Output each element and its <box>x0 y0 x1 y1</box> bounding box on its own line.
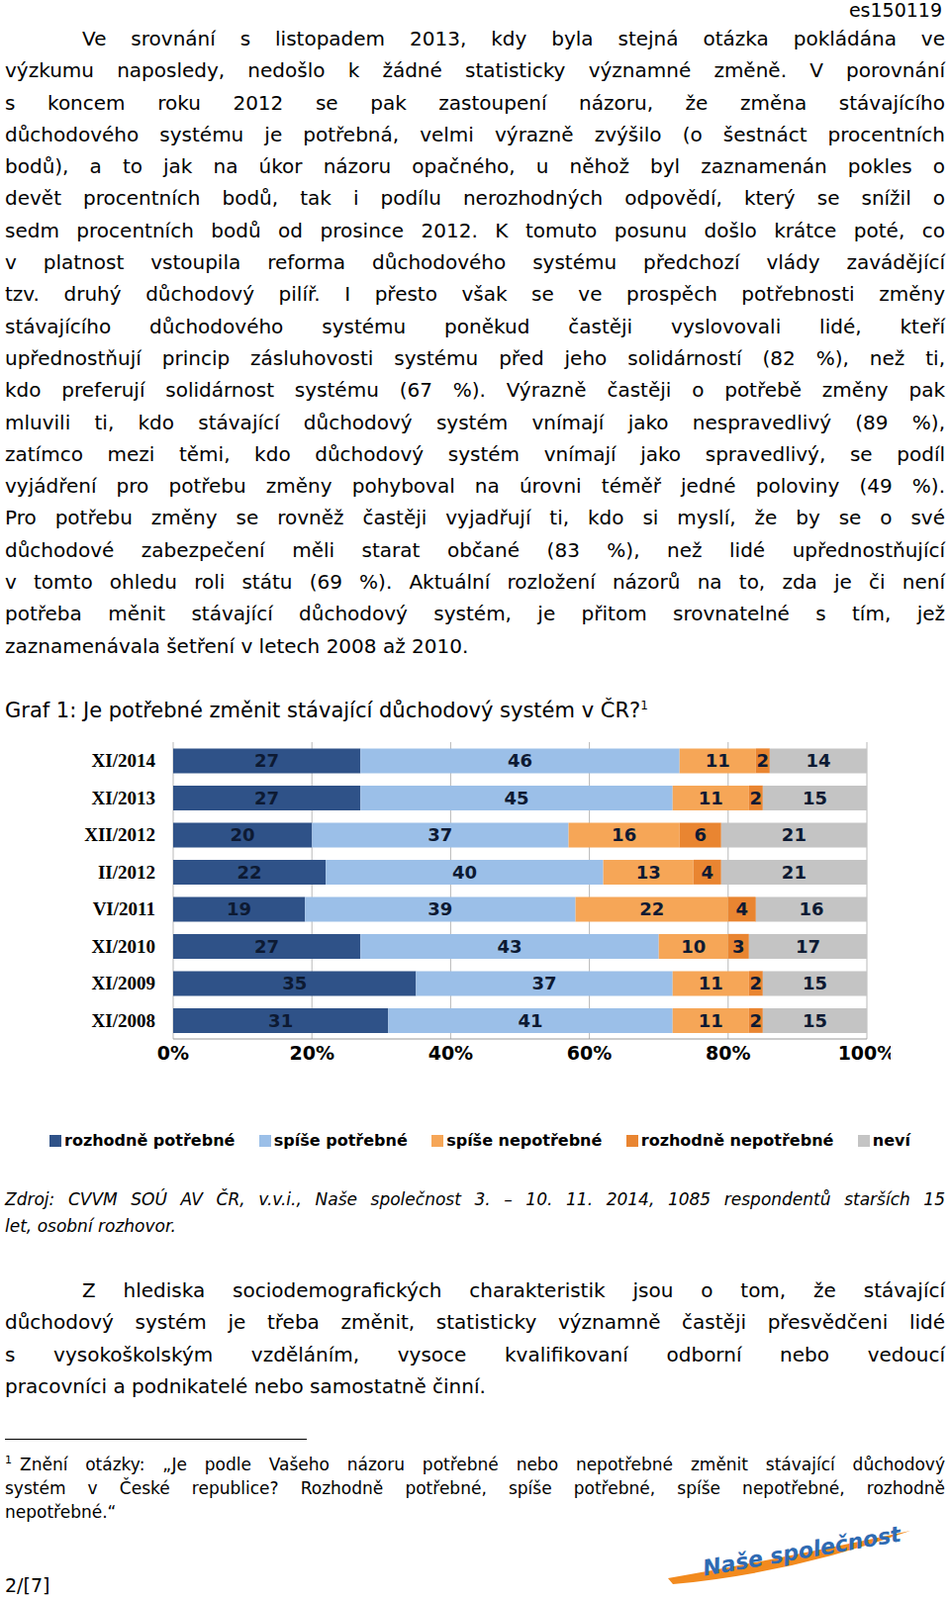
svg-text:0%: 0% <box>157 1042 190 1064</box>
html-text:Z hlediska sociodemografických: Z hlediska sociodemografických charakter… <box>82 1278 946 1303</box>
svg-text:13: 13 <box>636 861 662 883</box>
html-text:výzkumu naposledy, nedošlo k ž: výzkumu naposledy, nedošlo k žádné stati… <box>4 58 946 83</box>
html-text:potřeba měnit stávající důchod: potřeba měnit stávající důchodový systém… <box>4 601 946 626</box>
svg-text:46: 46 <box>507 750 533 771</box>
html-text:Ve srovnání s listopadem 2013,: Ve srovnání s listopadem 2013, kdy byla … <box>82 26 946 51</box>
html-text:s vysokoškolským vzděláním, vy: s vysokoškolským vzděláním, vysoce kvali… <box>4 1342 946 1367</box>
svg-text:35: 35 <box>282 972 307 994</box>
svg-text:Naše společnost: Naše společnost <box>700 1520 905 1581</box>
svg-text:2: 2 <box>757 750 770 771</box>
svg-text:11: 11 <box>698 787 724 809</box>
svg-text:43: 43 <box>496 936 522 957</box>
html-text:rozhodně nepotřebné: rozhodně nepotřebné <box>641 1131 834 1150</box>
svg-text:XI/2008: XI/2008 <box>92 1010 156 1032</box>
svg-text:20%: 20% <box>288 1042 334 1064</box>
svg-text:4: 4 <box>736 898 750 920</box>
html-text:1 Znění otázky: „Je podle Vaše: 1 Znění otázky: „Je podle Vašeho názoru … <box>4 1453 946 1475</box>
html-text:vyjádření pro potřebu změny po: vyjádření pro potřebu změny pohyboval na… <box>4 474 946 498</box>
svg-text:27: 27 <box>254 787 280 809</box>
svg-text:27: 27 <box>254 936 280 957</box>
html-text:důchodové zabezpečení měli sta: důchodové zabezpečení měli starat občané… <box>4 538 946 562</box>
svg-text:XI/2009: XI/2009 <box>92 972 156 994</box>
html-text:zatímco mezi těmi, kdo důchodo: zatímco mezi těmi, kdo důchodový systém … <box>4 442 946 466</box>
svg-text:37: 37 <box>427 824 453 846</box>
svg-text:2: 2 <box>750 1010 763 1032</box>
svg-text:20: 20 <box>230 824 256 846</box>
html-text:Graf 1: Je potřebné změnit stá: Graf 1: Je potřebné změnit stávající důc… <box>4 698 648 723</box>
html-text:devět procentních bodů, tak i: devět procentních bodů, tak i podílu ner… <box>4 186 946 211</box>
html-text:důchodového systému je potřebn: důchodového systému je potřebná, velmi v… <box>4 122 946 147</box>
svg-text:40: 40 <box>452 861 477 883</box>
html-text:zaznamenávala šetření v letech: zaznamenávala šetření v letech 2008 až 2… <box>4 633 469 658</box>
svg-text:21: 21 <box>781 861 807 883</box>
svg-text:11: 11 <box>705 750 731 771</box>
svg-text:16: 16 <box>798 898 824 920</box>
html-text:rozhodně potřebné: rozhodně potřebné <box>64 1131 235 1150</box>
html-text:důchodový systém je třeba změn: důchodový systém je třeba změnit, statis… <box>4 1310 946 1335</box>
svg-text:100%: 100% <box>838 1042 891 1064</box>
svg-text:3: 3 <box>732 936 746 957</box>
html-text:let, osobní rozhovor.: let, osobní rozhovor. <box>4 1216 176 1236</box>
html-text:mluvili ti, kdo stávající důch: mluvili ti, kdo stávající důchodový syst… <box>4 410 946 435</box>
html-text:2/[7]: 2/[7] <box>4 1574 50 1597</box>
svg-text:60%: 60% <box>567 1042 612 1064</box>
svg-text:37: 37 <box>532 972 558 994</box>
svg-text:4: 4 <box>701 861 715 883</box>
svg-text:6: 6 <box>693 824 707 846</box>
html-text:nepotřebné.“: nepotřebné.“ <box>4 1501 117 1522</box>
svg-text:21: 21 <box>781 824 807 846</box>
svg-text:15: 15 <box>802 972 828 994</box>
svg-text:80%: 80% <box>705 1042 751 1064</box>
svg-text:14: 14 <box>805 750 831 771</box>
svg-text:XI/2010: XI/2010 <box>92 936 156 957</box>
html-text:kdo preferují solidárnost syst: kdo preferují solidárnost systému (67 %)… <box>4 378 946 403</box>
svg-text:11: 11 <box>698 972 724 994</box>
svg-text:16: 16 <box>611 824 637 846</box>
svg-text:22: 22 <box>237 861 263 883</box>
svg-text:41: 41 <box>517 1010 543 1032</box>
svg-text:31: 31 <box>268 1010 293 1032</box>
svg-text:45: 45 <box>503 787 529 809</box>
html-text:v tomto ohledu roli státu (69: v tomto ohledu roli státu (69 %). Aktuál… <box>4 570 946 594</box>
svg-text:2: 2 <box>750 787 763 809</box>
svg-text:27: 27 <box>254 750 280 771</box>
svg-text:II/2012: II/2012 <box>97 861 156 883</box>
svg-text:XI/2013: XI/2013 <box>92 787 156 809</box>
html-text:neví: neví <box>872 1131 911 1150</box>
svg-text:15: 15 <box>802 1010 828 1032</box>
html-text:spíše potřebné: spíše potřebné <box>273 1131 408 1150</box>
svg-text:17: 17 <box>795 936 821 957</box>
svg-text:22: 22 <box>639 898 665 920</box>
html-text:pracovníci a podnikatelé nebo: pracovníci a podnikatelé nebo samostatně… <box>4 1374 486 1399</box>
svg-text:40%: 40% <box>428 1042 474 1064</box>
svg-text:XII/2012: XII/2012 <box>84 824 156 846</box>
html-text:es150119: es150119 <box>848 0 943 21</box>
svg-text:2: 2 <box>750 972 763 994</box>
svg-text:VI/2011: VI/2011 <box>93 898 156 920</box>
html-text:Pro potřebu změny se rovněž ča: Pro potřebu změny se rovněž častěji vyja… <box>4 506 946 530</box>
html-text:sedm procentních bodů od prosi: sedm procentních bodů od prosince 2012. … <box>4 218 946 243</box>
html-text:spíše nepotřebné: spíše nepotřebné <box>446 1131 602 1150</box>
html-text:Zdroj: CVVM SOÚ AV ČR, v.v.i.,: Zdroj: CVVM SOÚ AV ČR, v.v.i., Naše spol… <box>4 1189 946 1210</box>
html-text:systém v České republice? Rozh: systém v České republice? Rozhodně potře… <box>4 1478 946 1498</box>
svg-text:39: 39 <box>427 898 453 920</box>
svg-text:15: 15 <box>802 787 828 809</box>
html-text:upřednostňují princip zásluhov: upřednostňují princip zásluhovosti systé… <box>4 346 946 371</box>
html-text:tzv. druhý důchodový pilíř. I: tzv. druhý důchodový pilíř. I přesto vša… <box>4 282 946 307</box>
html-text:stávajícího důchodového systém: stávajícího důchodového systému poněkud … <box>4 314 946 339</box>
svg-text:11: 11 <box>698 1010 724 1032</box>
html-text:s koncem roku 2012 se pak zast: s koncem roku 2012 se pak zastoupení náz… <box>4 90 946 115</box>
html-text:v platnost vstoupila reforma d: v platnost vstoupila reforma důchodového… <box>4 250 946 275</box>
html-text:bodů), a to jak na úkor názoru: bodů), a to jak na úkor názoru opačného,… <box>4 154 946 179</box>
svg-text:19: 19 <box>226 898 252 920</box>
svg-text:XI/2014: XI/2014 <box>92 750 157 771</box>
svg-text:10: 10 <box>680 936 706 957</box>
